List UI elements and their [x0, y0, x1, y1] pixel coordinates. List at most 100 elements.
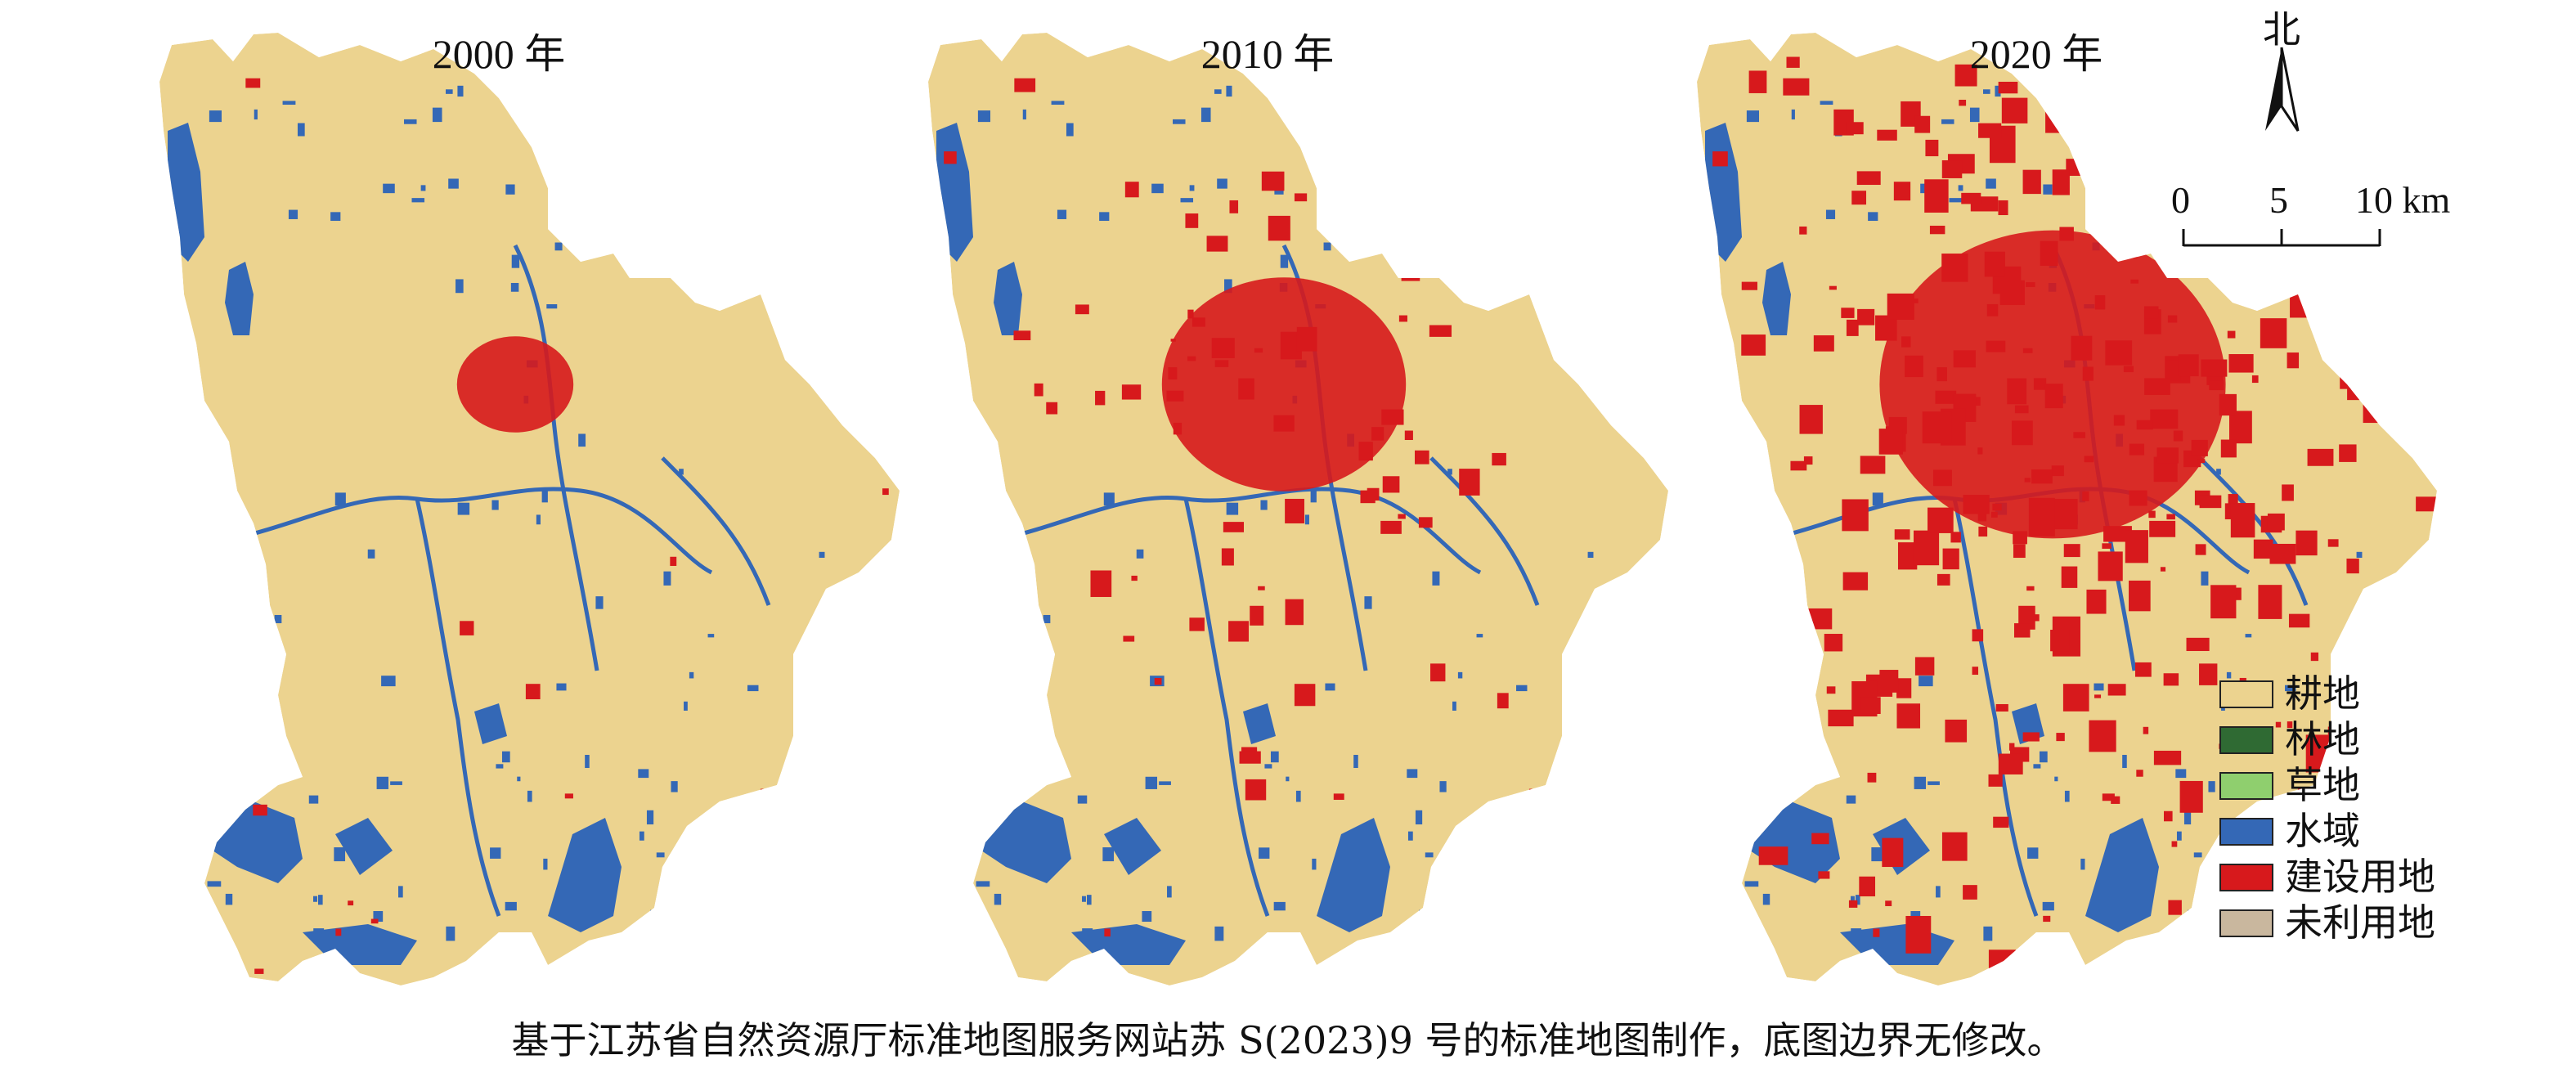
built-up-patch: [2084, 456, 2094, 463]
built-up-patch: [1459, 469, 1480, 496]
built-up-patch: [2296, 530, 2318, 556]
water-patch: [2413, 977, 2426, 985]
built-up-patch: [1851, 191, 1867, 205]
built-up-patch: [2343, 357, 2353, 371]
water-patch: [308, 795, 319, 804]
built-up-patch: [2290, 277, 2318, 318]
built-up-patch: [2045, 109, 2063, 133]
built-up-patch: [1936, 573, 1950, 586]
legend-swatch: [2219, 864, 2273, 891]
built-up-patch: [2044, 384, 2063, 409]
water-patch: [1758, 703, 1771, 718]
built-up-patch: [1285, 498, 1304, 523]
built-up-patch: [1123, 635, 1135, 642]
built-up-patch: [2102, 543, 2112, 549]
built-up-patch: [2197, 459, 2206, 464]
water-patch: [1457, 671, 1463, 679]
built-up-patch: [2138, 241, 2147, 249]
water-patch: [1756, 780, 1761, 794]
built-up-patch: [1905, 915, 1932, 954]
water-patch: [432, 107, 442, 123]
water-patch: [1103, 492, 1115, 506]
built-up-patch: [2149, 520, 2176, 537]
lake: [335, 818, 393, 875]
built-up-patch: [1229, 200, 1239, 213]
water-patch: [672, 128, 684, 138]
water-patch: [1066, 123, 1074, 137]
built-up-patch: [1882, 837, 1904, 868]
water-patch: [1983, 926, 1993, 941]
water-patch: [297, 123, 305, 137]
built-up-patch: [1769, 698, 1786, 712]
water-patch: [1726, 471, 1732, 476]
built-up-patch: [1922, 411, 1952, 444]
built-up-patch: [1211, 338, 1235, 358]
built-up-patch: [1914, 115, 1931, 133]
built-up-patch: [1430, 663, 1446, 682]
water-patch: [1508, 875, 1515, 888]
built-up-patch: [801, 92, 816, 106]
built-up-patch: [1173, 422, 1183, 435]
built-up-patch: [2013, 544, 2026, 559]
water-patch: [373, 910, 384, 923]
water-patch: [505, 901, 517, 911]
built-up-patch: [1124, 182, 1139, 198]
map-panel-2010: 2010 年: [859, 0, 1676, 1006]
water-patch: [689, 671, 694, 679]
built-up-patch: [2199, 495, 2222, 509]
water-patch: [1483, 112, 1488, 123]
water-patch: [578, 433, 586, 447]
built-up-patch: [1945, 719, 1968, 743]
built-up-patch: [335, 928, 342, 936]
built-up-patch: [1221, 548, 1234, 566]
water-patch: [2307, 304, 2317, 319]
water-patch: [189, 471, 195, 476]
water-patch: [831, 987, 839, 994]
legend-item-construction: 建设用地: [2215, 854, 2558, 899]
water-patch: [2356, 551, 2363, 559]
built-up-patch: [1972, 667, 1979, 676]
built-up-patch: [2253, 539, 2273, 559]
water-patch: [1541, 923, 1552, 933]
legend-item-cropland: 耕地: [2215, 671, 2558, 716]
lake: [1762, 262, 1791, 335]
water-patch: [656, 980, 662, 985]
built-up-patch: [1492, 452, 1506, 466]
water-patch: [556, 683, 567, 691]
water-patch: [1744, 881, 1759, 887]
water-patch: [517, 776, 521, 782]
water-patch: [1542, 164, 1551, 177]
built-up-patch: [2026, 282, 2035, 287]
water-patch: [2024, 985, 2034, 990]
water-patch: [209, 110, 222, 123]
built-up-patch: [2051, 465, 2064, 477]
water-patch: [1452, 701, 1456, 711]
water-patch: [456, 279, 464, 294]
built-up-patch: [2267, 513, 2285, 531]
scale-bar-line: [2182, 229, 2381, 247]
built-up-patch: [253, 804, 267, 816]
water-patch: [411, 198, 425, 203]
lake: [994, 262, 1022, 335]
legend-swatch: [2219, 726, 2273, 754]
built-up-patch: [2418, 643, 2426, 653]
water-patch: [1425, 852, 1434, 858]
built-up-patch: [2421, 134, 2432, 143]
built-up-patch: [2130, 279, 2139, 284]
built-up-patch: [2199, 663, 2218, 685]
river: [661, 456, 771, 606]
legend-label: 林地: [2285, 717, 2360, 761]
built-up-patch: [838, 642, 846, 648]
water-patch: [648, 80, 658, 91]
built-up-patch: [460, 621, 474, 635]
water-patch: [1226, 85, 1232, 97]
built-up-patch: [1358, 442, 1373, 461]
water-patch: [679, 469, 684, 475]
built-up-patch: [1046, 402, 1058, 415]
built-up-patch: [1978, 123, 2002, 138]
water-patch: [1586, 996, 1593, 1002]
built-up-patch: [1250, 605, 1264, 626]
built-up-patch: [2094, 694, 2102, 698]
built-up-patch: [1168, 367, 1178, 379]
legend-swatch: [2219, 909, 2273, 937]
